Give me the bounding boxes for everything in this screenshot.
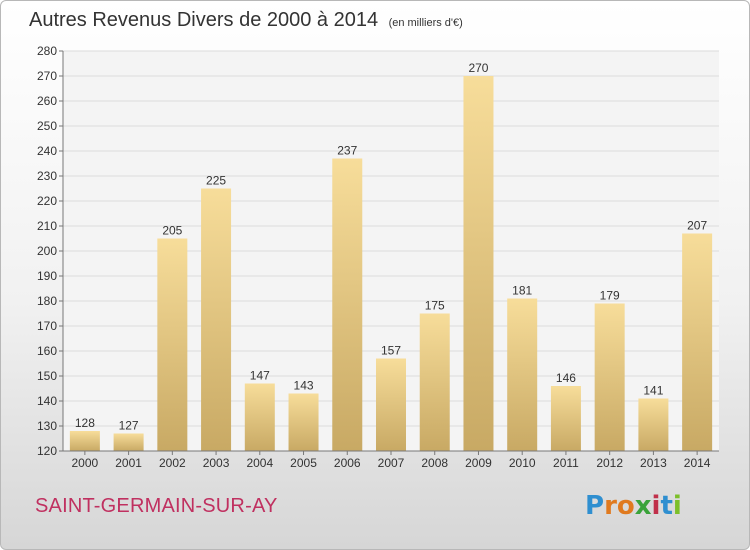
data-label-2011: 146	[556, 371, 576, 385]
data-label-2013: 141	[643, 384, 663, 398]
data-label-2002: 205	[162, 224, 182, 238]
y-tick-label: 120	[37, 444, 57, 458]
bar-2008	[419, 313, 450, 451]
y-tick-label: 260	[37, 94, 57, 108]
logo-letter: r	[604, 491, 617, 521]
x-tick-label-2005: 2005	[290, 456, 317, 470]
bar-2001	[113, 433, 144, 451]
y-tick-label: 180	[37, 294, 57, 308]
y-tick-label: 210	[37, 219, 57, 233]
bar-2014	[682, 233, 713, 451]
y-tick-label: 140	[37, 394, 57, 408]
y-tick-label: 230	[37, 169, 57, 183]
logo-letter: i	[651, 491, 661, 521]
bar-2006	[332, 158, 363, 451]
commune-name: SAINT-GERMAIN-SUR-AY	[35, 495, 278, 517]
y-tick-label: 160	[37, 344, 57, 358]
bar-2007	[376, 358, 406, 451]
y-tick-label: 190	[37, 269, 57, 283]
data-label-2010: 181	[512, 284, 532, 298]
data-label-2007: 157	[381, 344, 401, 358]
logo-letter: i	[672, 491, 682, 521]
x-tick-label-2009: 2009	[465, 456, 492, 470]
x-tick-label-2006: 2006	[334, 456, 361, 470]
bar-2011	[550, 386, 581, 451]
y-tick-label: 150	[37, 369, 57, 383]
x-tick-label-2010: 2010	[509, 456, 536, 470]
x-tick-label-2001: 2001	[115, 456, 142, 470]
data-label-2005: 143	[294, 379, 314, 393]
x-tick-label-2008: 2008	[421, 456, 448, 470]
x-tick-label-2002: 2002	[159, 456, 186, 470]
y-tick-label: 270	[37, 69, 57, 83]
x-tick-label-2003: 2003	[203, 456, 230, 470]
axes: 120 130 140 150 160 170 180 190 200 210 220 230 240 2…	[37, 44, 719, 470]
x-tick-label-2011: 2011	[553, 456, 579, 470]
data-label-2004: 147	[250, 369, 270, 383]
bars: 128 127 205 225 147 143 237 157 175 270 181 146 179 1…	[69, 61, 713, 451]
logo-letter: o	[616, 491, 635, 521]
data-label-2014: 207	[687, 219, 707, 233]
logo-letter: P	[585, 491, 605, 521]
data-label-2009: 270	[468, 61, 488, 75]
y-tick-label: 250	[37, 119, 57, 133]
y-tick-label: 130	[37, 419, 57, 433]
data-label-2006: 237	[337, 144, 357, 158]
unit-note: (en milliers d'€)	[388, 17, 463, 29]
bar-2003	[201, 188, 232, 451]
y-tick-label: 170	[37, 319, 57, 333]
logo-letter: t	[660, 491, 673, 521]
bar-2009	[463, 76, 494, 451]
x-tick-label-2012: 2012	[596, 456, 623, 470]
bar-2005	[288, 393, 319, 451]
x-tick-label-2007: 2007	[378, 456, 405, 470]
bar-2010	[507, 298, 538, 451]
x-tick-label-2014: 2014	[684, 456, 711, 470]
x-tick-label-2000: 2000	[72, 456, 99, 470]
data-label-2003: 225	[206, 174, 226, 188]
data-label-2008: 175	[425, 299, 445, 313]
logo-letter: x	[634, 491, 652, 521]
proxiti-logo[interactable]: Proxiti	[585, 491, 682, 521]
x-tick-label-2013: 2013	[640, 456, 667, 470]
bar-2013	[638, 398, 669, 451]
y-tick-label: 240	[37, 144, 57, 158]
y-tick-label: 200	[37, 244, 57, 258]
bar-2004	[244, 383, 275, 451]
bar-2000	[69, 431, 100, 451]
x-tick-label-2004: 2004	[246, 456, 273, 470]
bar-2002	[157, 238, 188, 451]
data-label-2012: 179	[600, 289, 620, 303]
bar-2012	[594, 303, 625, 451]
data-label-2001: 127	[119, 419, 139, 433]
title-text: Autres Revenus Divers de 2000 à 2014	[29, 9, 379, 31]
y-tick-label: 280	[37, 44, 57, 58]
y-tick-label: 220	[37, 194, 57, 208]
data-label-2000: 128	[75, 416, 95, 430]
chart-title: Autres Revenus Divers de 2000 à 2014 (en…	[29, 9, 463, 32]
